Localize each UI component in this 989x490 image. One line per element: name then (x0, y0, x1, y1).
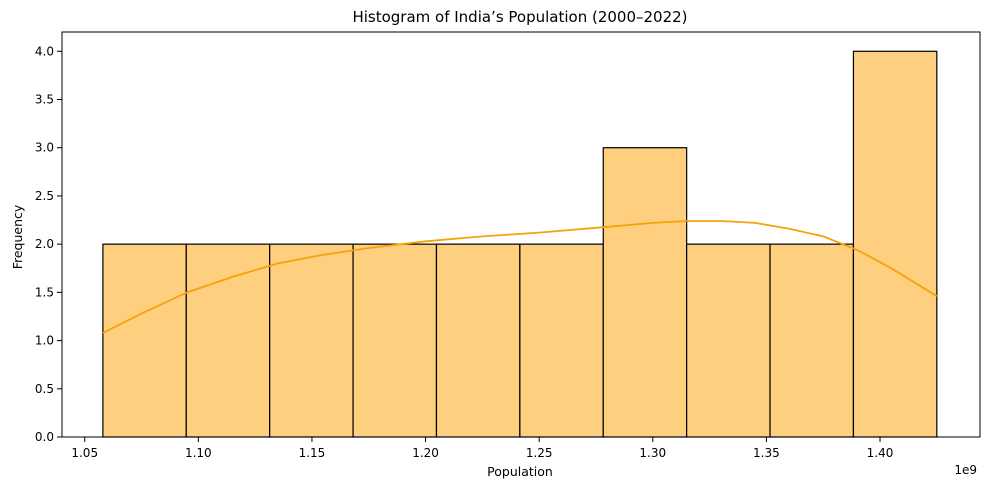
histogram-bar (102, 243, 187, 438)
histogram-bar (602, 147, 688, 438)
histogram-bar (519, 243, 604, 438)
x-axis-offset-label: 1e9 (954, 463, 977, 477)
histogram-bar (185, 243, 271, 438)
y-tick-label: 3.0 (35, 141, 54, 155)
kde-curve (102, 220, 938, 334)
x-tick-label: 1.30 (639, 446, 666, 460)
x-axis-label: Population (487, 464, 553, 479)
histogram-bar (686, 243, 771, 438)
y-tick-label: 2.5 (35, 189, 54, 203)
x-tick-label: 1.35 (753, 446, 780, 460)
y-tick-label: 4.0 (35, 44, 54, 58)
x-tick-label: 1.20 (412, 446, 439, 460)
histogram-bar (769, 243, 855, 438)
histogram-bar (352, 243, 438, 438)
plot-frame (61, 31, 981, 438)
histogram-bar (852, 50, 938, 438)
x-tick-label: 1.10 (185, 446, 212, 460)
y-axis-label: Frequency (10, 204, 25, 269)
bars-group (102, 50, 938, 438)
x-axis: 1.05 1.10 1.15 1.20 1.25 1.30 1.35 1.40 (71, 437, 893, 460)
chart-title: Histogram of India’s Population (2000–20… (352, 8, 687, 26)
y-tick-label: 1.5 (35, 285, 54, 299)
x-tick-label: 1.05 (71, 446, 98, 460)
histogram-bar (269, 243, 354, 438)
y-tick-label: 0.0 (35, 430, 54, 444)
x-tick-label: 1.40 (867, 446, 894, 460)
y-tick-label: 1.0 (35, 334, 54, 348)
y-tick-label: 0.5 (35, 382, 54, 396)
x-tick-label: 1.25 (526, 446, 553, 460)
x-tick-label: 1.15 (299, 446, 326, 460)
y-tick-label: 2.0 (35, 237, 54, 251)
histogram-bar (435, 243, 521, 438)
y-axis: 0.0 0.5 1.0 1.5 2.0 2.5 3.0 3.5 4.0 (35, 44, 62, 444)
y-tick-label: 3.5 (35, 93, 54, 107)
